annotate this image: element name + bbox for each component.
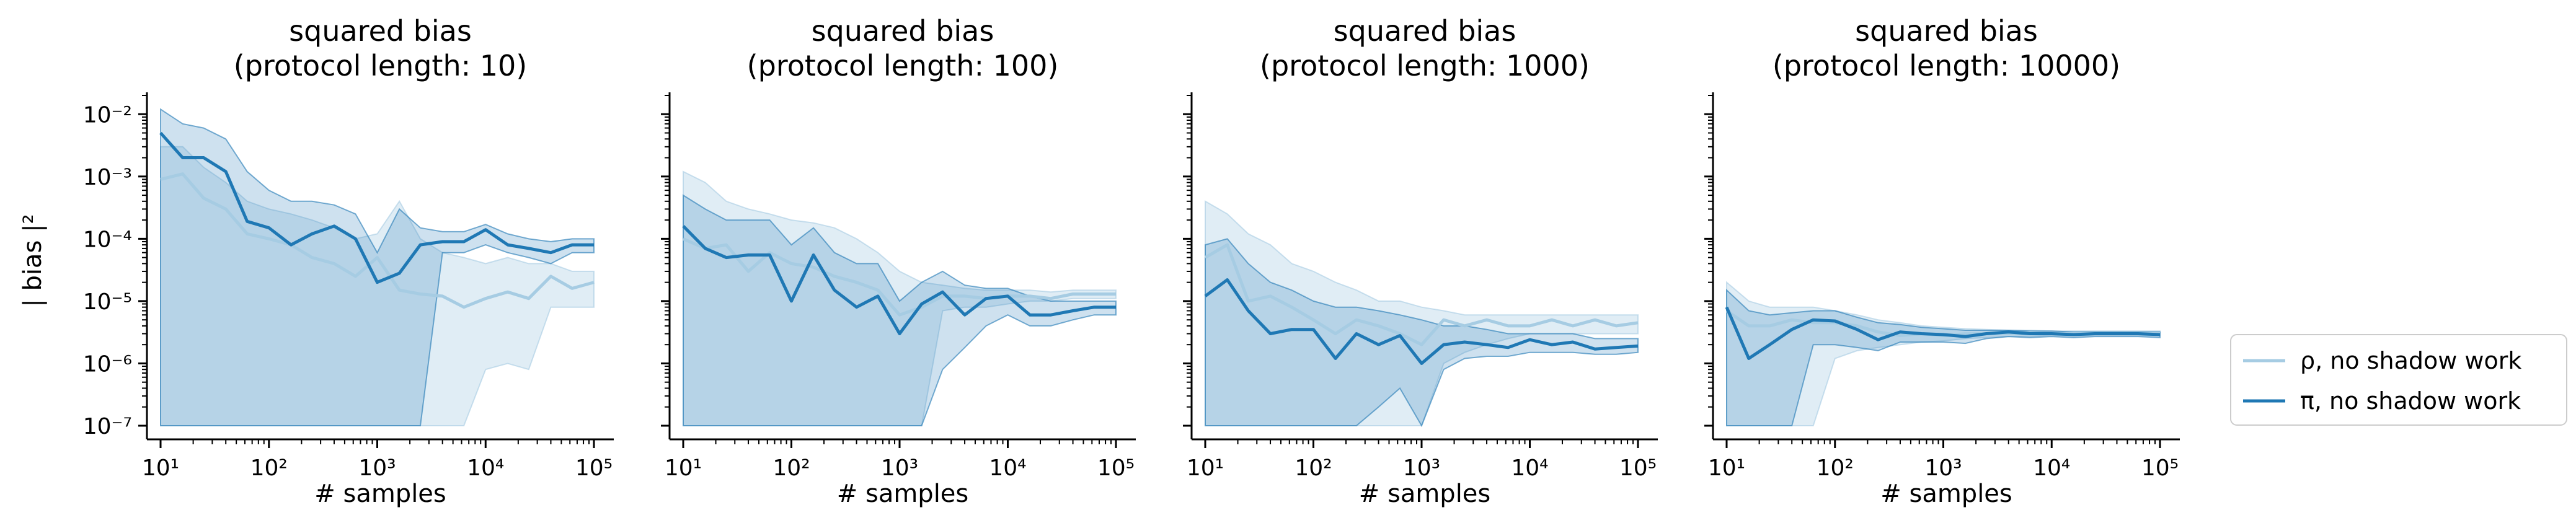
x-tick-label: 10⁴ [2033, 455, 2070, 481]
chart-panel-4: 10¹ 10² 10³ 10⁴ 10⁵ squared bias(protocol len… [1704, 14, 2180, 508]
x-tick-label: 10³ [358, 455, 396, 481]
x-tick-label: 10⁵ [575, 455, 613, 481]
y-tick-label: 10⁻⁴ [83, 227, 132, 252]
x-tick-label: 10¹ [1187, 455, 1224, 481]
x-tick-label: 10¹ [1708, 455, 1745, 481]
y-tick-label: 10⁻⁶ [83, 351, 132, 377]
x-tick-label: 10⁵ [2141, 455, 2179, 481]
panel-subtitle: (protocol length: 10) [234, 49, 527, 82]
y-axis-label: | bias |² [19, 214, 47, 307]
legend: ρ, no shadow work π, no shadow work [2230, 334, 2567, 426]
x-axis-label: # samples [1880, 480, 2012, 508]
x-tick-label: 10² [772, 455, 810, 481]
x-tick-label: 10⁵ [1619, 455, 1657, 481]
panel-subtitle: (protocol length: 100) [747, 49, 1059, 82]
x-axis-label: # samples [314, 480, 446, 508]
pi-confidence-band [1205, 238, 1639, 428]
x-tick-label: 10⁴ [1511, 455, 1548, 481]
x-tick-label: 10² [1817, 455, 1854, 481]
panel-title: squared bias [289, 14, 472, 48]
x-tick-label: 10³ [1924, 455, 1962, 481]
y-tick-label: 10⁻³ [83, 165, 132, 190]
x-tick-label: 10¹ [665, 455, 702, 481]
panel-title: squared bias [812, 14, 994, 48]
panel-title: squared bias [1334, 14, 1516, 48]
y-tick-label: 10⁻⁷ [83, 414, 132, 439]
x-tick-label: 10³ [881, 455, 918, 481]
x-axis-label: # samples [1359, 480, 1491, 508]
x-tick-label: 10¹ [142, 455, 179, 481]
pi-confidence-band [160, 108, 595, 426]
legend-label-pi: π, no shadow work [2300, 387, 2521, 415]
chart-panel-1: 10¹ 10² 10³ 10⁴ 10⁵ 10⁻⁷ 10⁻⁶ 10⁻⁵ 10⁻⁴ 10⁻³ 10⁻² s… [19, 14, 614, 508]
legend-label-rho: ρ, no shadow work [2300, 347, 2521, 374]
x-tick-label: 10⁵ [1097, 455, 1135, 481]
panel-title: squared bias [1855, 14, 2038, 48]
legend-box [2230, 334, 2567, 426]
x-tick-label: 10⁴ [467, 455, 504, 481]
panel-subtitle: (protocol length: 1000) [1260, 49, 1590, 82]
y-tick-label: 10⁻⁵ [83, 289, 132, 315]
x-axis-label: # samples [837, 480, 969, 508]
x-tick-label: 10² [1295, 455, 1332, 481]
chart-panel-3: 10¹ 10² 10³ 10⁴ 10⁵ squared bias(protocol len… [1183, 14, 1658, 508]
x-tick-label: 10³ [1403, 455, 1440, 481]
chart-panel-2: 10¹ 10² 10³ 10⁴ 10⁵ squared bias(protocol len… [661, 14, 1136, 508]
y-tick-label: 10⁻² [83, 102, 132, 128]
pi-confidence-band [683, 194, 1117, 426]
x-tick-label: 10⁴ [989, 455, 1026, 481]
panel-subtitle: (protocol length: 10000) [1773, 49, 2120, 82]
x-tick-label: 10² [250, 455, 288, 481]
